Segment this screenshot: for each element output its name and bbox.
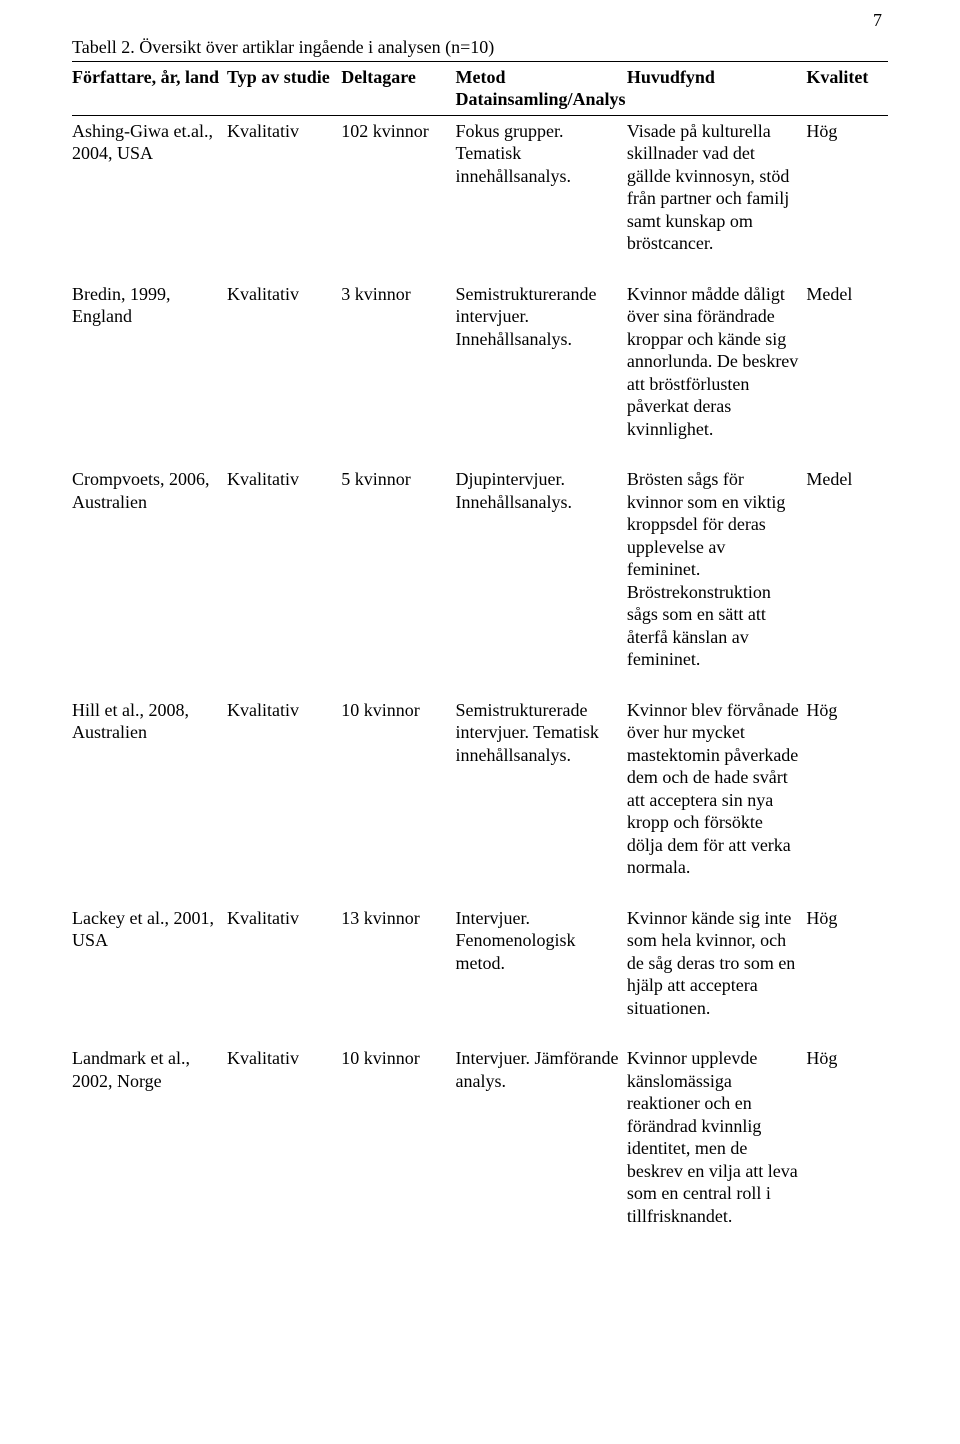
cell-author: Hill et al., 2008, Australien <box>72 685 227 893</box>
page-number: 7 <box>873 10 882 31</box>
cell-type: Kvalitativ <box>227 1033 341 1241</box>
cell-findings: Kvinnor blev förvånade över hur mycket m… <box>627 685 807 893</box>
table-row: Bredin, 1999, England Kvalitativ 3 kvinn… <box>72 269 888 455</box>
cell-findings: Kvinnor kände sig inte som hela kvinnor,… <box>627 893 807 1034</box>
cell-quality: Hög <box>806 1033 888 1241</box>
col-findings: Huvudfynd <box>627 61 807 115</box>
col-author: Författare, år, land <box>72 61 227 115</box>
cell-method: Intervjuer. Fenomenologisk metod. <box>456 893 627 1034</box>
cell-method: Intervjuer. Jämförande analys. <box>456 1033 627 1241</box>
articles-table: Författare, år, land Typ av studie Delta… <box>72 61 888 1242</box>
cell-method: Semistrukturerande intervjuer. Innehålls… <box>456 269 627 455</box>
cell-type: Kvalitativ <box>227 893 341 1034</box>
cell-author: Bredin, 1999, England <box>72 269 227 455</box>
cell-findings: Kvinnor mådde dåligt över sina förändrad… <box>627 269 807 455</box>
cell-author: Lackey et al., 2001, USA <box>72 893 227 1034</box>
cell-type: Kvalitativ <box>227 115 341 269</box>
cell-participants: 10 kvinnor <box>341 1033 455 1241</box>
cell-method: Djupintervjuer. Innehållsanalys. <box>456 454 627 685</box>
cell-type: Kvalitativ <box>227 685 341 893</box>
cell-findings: Kvinnor upplevde känslomässiga reaktione… <box>627 1033 807 1241</box>
table-caption: Tabell 2. Översikt över artiklar ingåend… <box>72 36 888 59</box>
cell-type: Kvalitativ <box>227 454 341 685</box>
cell-author: Ashing-Giwa et.al., 2004, USA <box>72 115 227 269</box>
cell-participants: 3 kvinnor <box>341 269 455 455</box>
cell-quality: Medel <box>806 454 888 685</box>
page-container: 7 Tabell 2. Översikt över artiklar ingåe… <box>0 0 960 1444</box>
cell-findings: Brösten sågs för kvinnor som en viktig k… <box>627 454 807 685</box>
cell-participants: 5 kvinnor <box>341 454 455 685</box>
cell-participants: 102 kvinnor <box>341 115 455 269</box>
cell-author: Landmark et al., 2002, Norge <box>72 1033 227 1241</box>
table-row: Ashing-Giwa et.al., 2004, USA Kvalitativ… <box>72 115 888 269</box>
table-row: Landmark et al., 2002, Norge Kvalitativ … <box>72 1033 888 1241</box>
col-method: Metod Datainsamling/Analys <box>456 61 627 115</box>
col-participants: Deltagare <box>341 61 455 115</box>
cell-findings: Visade på kulturella skillnader vad det … <box>627 115 807 269</box>
cell-participants: 13 kvinnor <box>341 893 455 1034</box>
cell-method: Fokus grupper. Tematisk innehållsanalys. <box>456 115 627 269</box>
table-header-row: Författare, år, land Typ av studie Delta… <box>72 61 888 115</box>
cell-participants: 10 kvinnor <box>341 685 455 893</box>
cell-quality: Hög <box>806 115 888 269</box>
cell-type: Kvalitativ <box>227 269 341 455</box>
cell-author: Crompvoets, 2006, Australien <box>72 454 227 685</box>
cell-quality: Hög <box>806 893 888 1034</box>
col-type: Typ av studie <box>227 61 341 115</box>
col-quality: Kvalitet <box>806 61 888 115</box>
cell-quality: Hög <box>806 685 888 893</box>
cell-method: Semistrukturerade intervjuer. Tematisk i… <box>456 685 627 893</box>
cell-quality: Medel <box>806 269 888 455</box>
table-row: Hill et al., 2008, Australien Kvalitativ… <box>72 685 888 893</box>
table-row: Crompvoets, 2006, Australien Kvalitativ … <box>72 454 888 685</box>
table-row: Lackey et al., 2001, USA Kvalitativ 13 k… <box>72 893 888 1034</box>
